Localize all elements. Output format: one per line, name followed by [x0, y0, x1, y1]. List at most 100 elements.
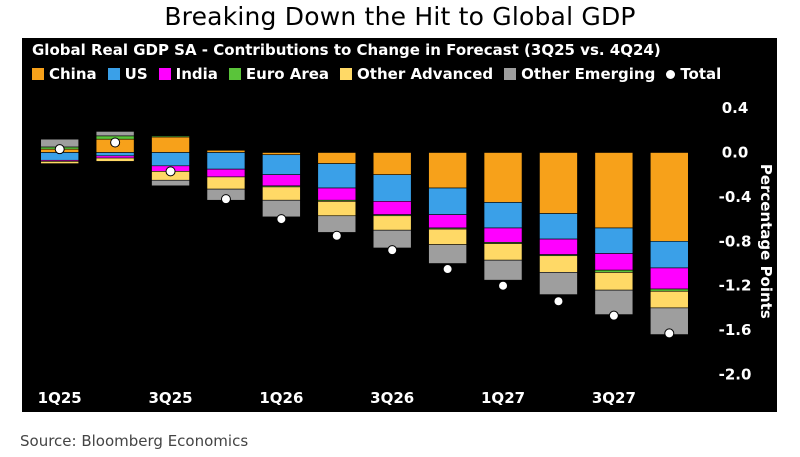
- bar-segment-india: [206, 168, 246, 178]
- bar-segment-india: [483, 227, 523, 243]
- legend-item-india: India: [158, 65, 218, 83]
- bar-segment-other-emerging: [151, 179, 190, 187]
- bar-segment-other-advanced: [649, 290, 689, 309]
- legend-label: Euro Area: [245, 65, 330, 83]
- bar-segment-us: [262, 154, 301, 176]
- bar-segment-india: [594, 253, 634, 271]
- bar-segment-china: [539, 152, 578, 214]
- bar-segment-us: [95, 152, 135, 157]
- bar-segment-india: [372, 201, 412, 215]
- bar-segment-us: [649, 241, 689, 269]
- y-tick-label: -1.2: [719, 277, 752, 295]
- x-tick-label: 3Q25: [149, 389, 193, 407]
- bar-segment-china: [428, 152, 467, 189]
- bar-segment-other-emerging: [539, 272, 578, 295]
- chart-title: Global Real GDP SA - Contributions to Ch…: [32, 41, 661, 59]
- bar-segment-china: [372, 152, 412, 176]
- total-marker: [387, 245, 398, 256]
- total-marker: [165, 166, 176, 177]
- y-tick-label: -0.4: [719, 188, 752, 206]
- bar-segment-china: [262, 152, 301, 156]
- legend-item-euro-area: Euro Area: [228, 65, 330, 83]
- bar-segment-us: [594, 227, 634, 254]
- total-marker: [498, 280, 509, 291]
- bar-segment-other-emerging: [428, 244, 467, 264]
- y-axis-title: Percentage Points: [757, 164, 775, 319]
- legend-label: Total: [680, 65, 722, 83]
- total-marker: [110, 137, 121, 148]
- bar-segment-other-emerging: [483, 259, 523, 281]
- bar-segment-us: [317, 163, 357, 189]
- legend-item-us: US: [107, 65, 148, 83]
- x-tick-label: 3Q26: [370, 389, 414, 407]
- bar-segment-india: [95, 155, 135, 159]
- legend-label: US: [124, 65, 148, 83]
- bar-segment-china: [206, 149, 246, 153]
- total-marker: [608, 310, 619, 321]
- bar-segment-other-advanced: [539, 255, 578, 273]
- bar-segment-india: [539, 238, 578, 255]
- bar-segment-other-advanced: [372, 215, 412, 231]
- y-tick-label: 0.4: [722, 99, 749, 117]
- bar-segment-china: [317, 152, 357, 164]
- legend-swatch-us: [107, 68, 120, 80]
- bar-segment-euro-area: [151, 135, 190, 138]
- y-tick-label: -2.0: [719, 366, 752, 384]
- bar-segment-other-advanced: [40, 161, 80, 164]
- legend-item-total: Total: [666, 65, 721, 83]
- legend-label: China: [49, 65, 97, 83]
- bar-segment-other-emerging: [317, 215, 357, 233]
- x-tick-label: 1Q27: [481, 389, 525, 407]
- legend-item-other-advanced: Other Advanced: [340, 65, 493, 83]
- bar-segment-other-advanced: [483, 243, 523, 261]
- legend-label: Other Advanced: [357, 65, 494, 83]
- bar-segment-other-emerging: [95, 131, 135, 137]
- total-marker: [276, 214, 287, 225]
- legend-swatch-euro-area: [228, 68, 241, 80]
- chart-svg: 0.4 0.0 -0.4 -0.8 -1.2 -1.6 -2.0 Percentage Poi…: [38, 99, 775, 407]
- bar-segment-us: [151, 152, 190, 167]
- total-marker: [664, 328, 675, 339]
- x-tick-label: 1Q25: [38, 389, 82, 407]
- bar-segment-other-advanced: [428, 228, 467, 245]
- bar-segment-india: [317, 187, 357, 201]
- total-marker: [331, 230, 342, 241]
- x-tick-label: 3Q27: [592, 389, 636, 407]
- legend-label: India: [175, 65, 218, 83]
- y-tick-label: -1.6: [719, 321, 752, 339]
- legend-swatch-china: [32, 68, 44, 80]
- legend-label: Other Emerging: [521, 65, 656, 83]
- bar-segment-china: [649, 152, 689, 242]
- bar-segment-other-advanced: [594, 272, 634, 291]
- y-tick-label: -0.8: [719, 232, 752, 250]
- legend-item-china: China: [32, 65, 97, 83]
- legend: China US India Euro Area Other Advanced Other…: [32, 64, 732, 84]
- legend-swatch-india: [158, 68, 171, 80]
- bar-segment-other-advanced: [95, 157, 135, 162]
- total-marker: [442, 264, 453, 275]
- legend-marker-total: [666, 69, 676, 79]
- bar-segment-us: [206, 152, 246, 170]
- x-tick-label: 1Q26: [259, 389, 303, 407]
- legend-swatch-other-emerging: [504, 68, 517, 80]
- bar-segment-euro-area: [594, 269, 634, 273]
- bar-segment-india: [649, 267, 689, 290]
- bar-segment-other-advanced: [262, 186, 301, 201]
- legend-item-other-emerging: Other Emerging: [504, 65, 655, 83]
- total-marker: [220, 194, 231, 205]
- bar-segment-us: [372, 174, 412, 202]
- source-note: Source: Bloomberg Economics: [20, 432, 249, 450]
- y-tick-label: 0.0: [722, 144, 749, 162]
- bar-segment-china: [483, 152, 523, 203]
- total-marker: [54, 144, 65, 155]
- bar-segment-us: [483, 202, 523, 229]
- bar-segment-euro-area: [649, 288, 689, 292]
- bar-segment-other-advanced: [317, 201, 357, 217]
- total-marker: [553, 296, 564, 307]
- bar-segment-india: [428, 214, 467, 229]
- bar-segment-india: [262, 174, 301, 187]
- bar-segment-us: [539, 213, 578, 240]
- page-title: Breaking Down the Hit to Global GDP: [164, 2, 636, 31]
- bar-segment-china: [594, 152, 634, 229]
- bar-segment-other-advanced: [206, 176, 246, 190]
